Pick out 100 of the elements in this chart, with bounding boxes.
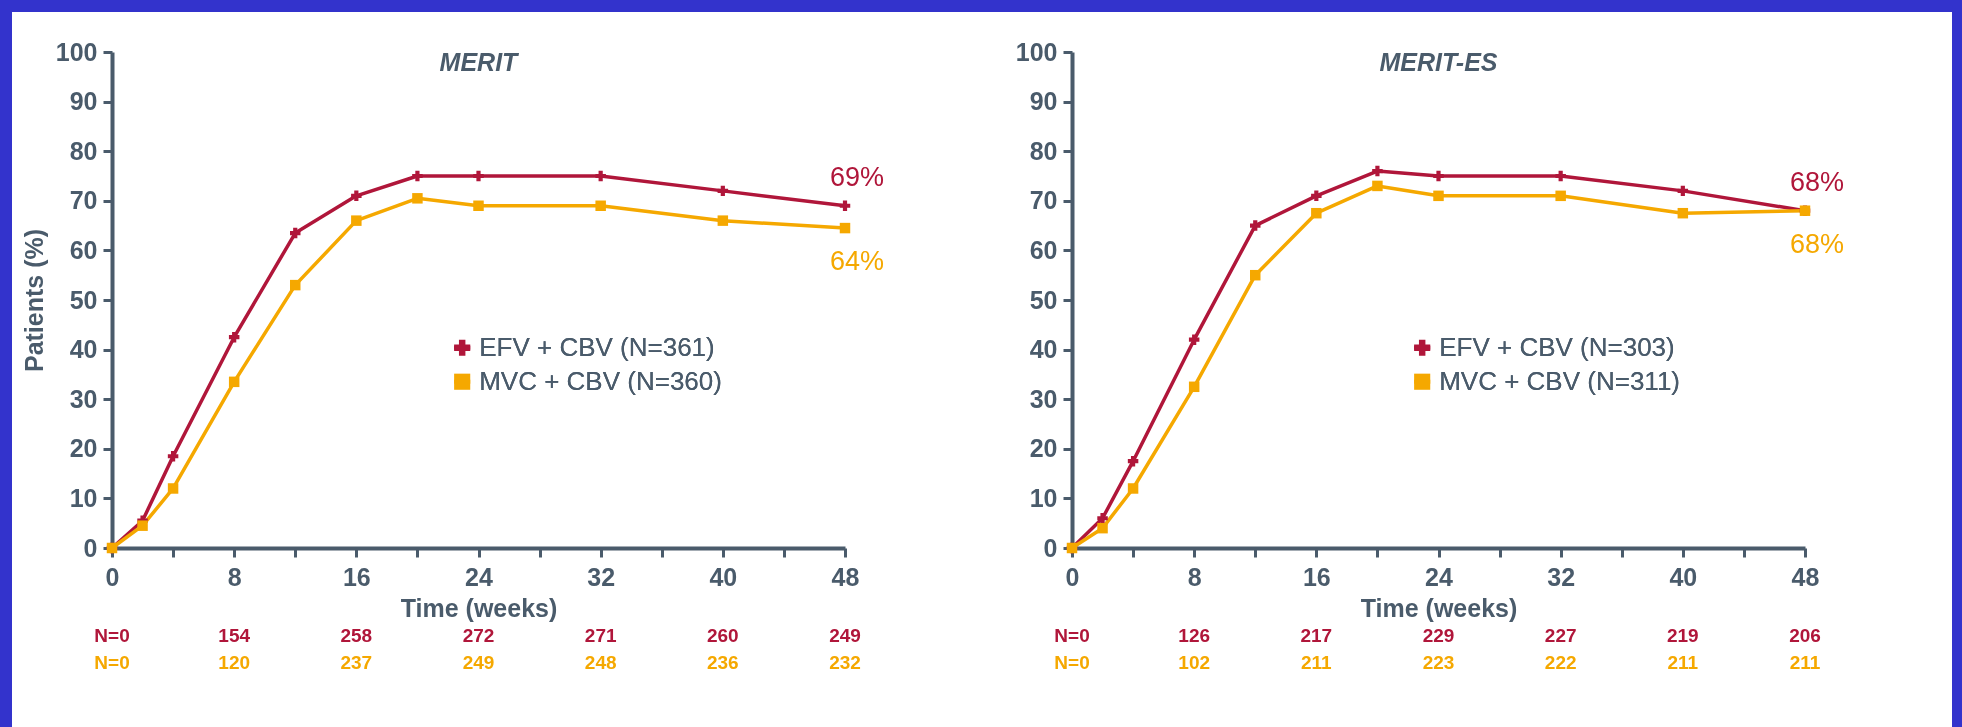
- x-tick-label: 16: [1302, 562, 1331, 591]
- x-axis-title: Time (weeks): [400, 593, 558, 622]
- chart-title: MERIT: [439, 48, 521, 76]
- text: 102: [1178, 652, 1211, 673]
- text: 211: [1301, 652, 1333, 673]
- point: [839, 200, 851, 211]
- point: [167, 483, 179, 494]
- text: 229: [1422, 625, 1455, 646]
- point: [228, 376, 240, 388]
- point: [1433, 190, 1444, 202]
- point: [473, 200, 484, 211]
- text: 236: [706, 652, 739, 673]
- y-tick-label: 80: [1029, 136, 1058, 165]
- y-tick-label: 90: [69, 87, 98, 116]
- y-tick-label: 50: [69, 285, 98, 314]
- point: [1250, 269, 1261, 281]
- point: [351, 215, 362, 226]
- y-tick-label: 80: [69, 136, 98, 165]
- point: [1677, 185, 1689, 197]
- x-tick-label: 32: [1547, 562, 1576, 591]
- point: [412, 170, 423, 182]
- text: 206: [1789, 625, 1821, 646]
- text: 258: [340, 625, 373, 646]
- point: [1097, 522, 1108, 534]
- y-tick-label: 0: [83, 533, 98, 562]
- text: 120: [218, 652, 251, 673]
- point: [1372, 165, 1383, 177]
- x-tick-label: 16: [342, 562, 371, 591]
- legend-label: EFV + CBV (N=361): [479, 331, 715, 362]
- y-tick-label: 90: [1029, 87, 1058, 116]
- y-tick-label: 10: [1029, 483, 1058, 512]
- data-label: 64%: [829, 246, 885, 277]
- y-tick-label: 30: [69, 384, 98, 413]
- text: 211: [1789, 652, 1821, 673]
- y-tick-label: 100: [55, 37, 98, 66]
- legend-label: MVC + CBV (N=311): [1439, 365, 1681, 396]
- text: 272: [462, 625, 495, 646]
- text: 237: [340, 652, 373, 673]
- y-tick-label: 70: [69, 186, 98, 215]
- x-tick-label: 40: [709, 562, 738, 591]
- text: 126: [1178, 625, 1211, 646]
- text: 219: [1666, 625, 1699, 646]
- x-tick-label: 0: [105, 562, 120, 591]
- point: [228, 331, 240, 343]
- text: 260: [706, 625, 739, 646]
- text: 249: [462, 652, 495, 673]
- point: [1372, 180, 1383, 192]
- text: 211: [1667, 652, 1699, 673]
- text: 248: [584, 652, 617, 673]
- text: 222: [1544, 652, 1577, 673]
- point: [1555, 170, 1566, 182]
- text: 249: [829, 625, 861, 646]
- point: [1433, 170, 1444, 182]
- x-tick-label: 0: [1065, 562, 1080, 591]
- point: [351, 190, 362, 202]
- point: [1127, 483, 1139, 494]
- point: [1555, 190, 1566, 202]
- x-tick-label: 40: [1669, 562, 1698, 591]
- data-label: 69%: [829, 161, 885, 192]
- x-tick-label: 24: [465, 562, 493, 591]
- legend-label: EFV + CBV (N=303): [1439, 331, 1675, 362]
- text: N=0: [94, 625, 130, 646]
- x-tick-label: 32: [587, 562, 616, 591]
- x-tick-label: 24: [1425, 562, 1453, 591]
- point: [717, 215, 729, 226]
- point: [1311, 190, 1322, 202]
- x-tick-label: 8: [227, 562, 242, 591]
- point: [839, 222, 851, 234]
- x-axis-title: Time (weeks): [1360, 593, 1518, 622]
- text: N=0: [1054, 652, 1090, 673]
- y-tick-label: 10: [69, 483, 98, 512]
- text: 223: [1422, 652, 1455, 673]
- point: [290, 279, 301, 291]
- y-tick-label: 0: [1043, 533, 1058, 562]
- text: N=0: [94, 652, 130, 673]
- point: [412, 193, 423, 204]
- y-tick-label: 50: [1029, 285, 1058, 314]
- point: [595, 200, 606, 211]
- point: [595, 170, 606, 182]
- point: [290, 227, 301, 239]
- y-tick-label: 100: [1015, 37, 1058, 66]
- text: 271: [584, 625, 617, 646]
- point: [473, 170, 484, 182]
- y-tick-label: 40: [69, 335, 98, 364]
- data-label: 68%: [1789, 228, 1845, 259]
- x-tick-label: 48: [1791, 562, 1820, 591]
- point: [1188, 381, 1200, 393]
- y-tick-label: 20: [69, 434, 98, 463]
- point: [1677, 207, 1689, 219]
- text: 154: [218, 625, 251, 646]
- x-tick-label: 48: [831, 562, 860, 591]
- point: [1311, 207, 1322, 219]
- data-label: 68%: [1789, 166, 1845, 197]
- x-tick-label: 8: [1187, 562, 1202, 591]
- y-tick-label: 70: [1029, 186, 1058, 215]
- legend-label: MVC + CBV (N=360): [479, 365, 722, 396]
- point: [717, 185, 729, 197]
- y-axis-title: Patients (%): [19, 228, 48, 373]
- chart-title: MERIT-ES: [1379, 48, 1498, 76]
- y-tick-label: 20: [1029, 434, 1058, 463]
